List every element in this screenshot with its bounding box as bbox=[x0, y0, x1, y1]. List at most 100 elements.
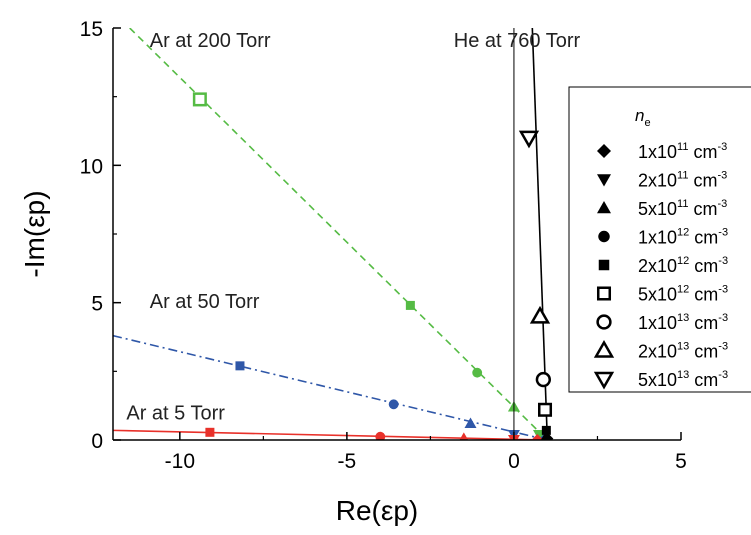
x-axis-label: Re(εp) bbox=[336, 495, 419, 526]
legend-marker bbox=[598, 230, 610, 243]
data-point bbox=[540, 429, 553, 440]
legend-label-exp: 13 bbox=[677, 341, 689, 353]
series-line bbox=[113, 334, 548, 440]
x-tick-label: 5 bbox=[675, 450, 687, 473]
legend-label-unit: cm bbox=[694, 342, 718, 362]
legend-label-unit-exp: -3 bbox=[718, 284, 728, 296]
data-point bbox=[464, 417, 477, 429]
annotation-layer: Ar at 200 Torr Ar at 50 Torr Ar at 5 Torr H… bbox=[126, 30, 580, 424]
legend-label-unit: cm bbox=[693, 199, 717, 219]
series-line bbox=[531, 28, 549, 440]
data-point bbox=[531, 434, 544, 440]
y-tick-label: 0 bbox=[91, 430, 103, 453]
legend-label-base: 5x10 bbox=[638, 285, 677, 305]
annotation-label: Ar at 5 Torr bbox=[126, 402, 225, 424]
data-point bbox=[405, 300, 415, 310]
legend-label: 2x1012 cm-3 bbox=[638, 255, 728, 276]
legend-title-subscript: e bbox=[644, 117, 650, 129]
y-tick-label: 5 bbox=[91, 293, 103, 316]
x-tick-label: 0 bbox=[508, 450, 520, 473]
legend-marker bbox=[596, 314, 612, 330]
legend-entry: 2x1011 cm-3 bbox=[597, 170, 727, 191]
legend-marker bbox=[596, 286, 612, 301]
series-4 bbox=[518, 28, 554, 440]
data-point bbox=[529, 305, 551, 324]
series-line bbox=[113, 429, 548, 440]
legend-title-text: n bbox=[635, 106, 644, 125]
legend-label-unit-exp: -3 bbox=[717, 170, 727, 182]
legend-label: 5x1011 cm-3 bbox=[638, 198, 727, 219]
legend-label-base: 1x10 bbox=[638, 142, 677, 162]
legend-label-exp: 12 bbox=[677, 227, 689, 239]
y-axis-label: -Im(εp) bbox=[19, 190, 50, 277]
legend-entry: 1x1013 cm-3 bbox=[596, 312, 728, 333]
legend-label-unit-exp: -3 bbox=[718, 227, 728, 239]
legend-marker bbox=[597, 201, 611, 214]
legend-label: 2x1011 cm-3 bbox=[638, 170, 727, 191]
axes-layer: -10 -5 0 5 0 5 10 15 Re(εp) -Im(εp) bbox=[19, 18, 687, 526]
legend-label-base: 1x10 bbox=[638, 228, 677, 248]
legend-label-exp: 11 bbox=[677, 170, 688, 182]
x-tick-label: -10 bbox=[165, 450, 195, 473]
legend-label-base: 5x10 bbox=[638, 370, 677, 390]
annotation-label: Ar at 50 Torr bbox=[150, 291, 260, 313]
legend-marker bbox=[593, 339, 615, 358]
data-point bbox=[192, 92, 207, 107]
legend-label-exp: 13 bbox=[677, 369, 689, 381]
legend-label-unit: cm bbox=[694, 256, 718, 276]
data-point bbox=[205, 427, 215, 437]
legend-entry: 2x1013 cm-3 bbox=[593, 339, 728, 362]
legend-label-unit-exp: -3 bbox=[718, 369, 728, 381]
series-3 bbox=[113, 427, 548, 440]
data-point bbox=[518, 130, 540, 149]
legend-marker bbox=[593, 371, 615, 390]
data-point bbox=[375, 431, 386, 440]
legend-label-base: 2x10 bbox=[638, 342, 677, 362]
legend-entry: 5x1013 cm-3 bbox=[593, 369, 728, 390]
legend-label-unit: cm bbox=[694, 313, 718, 333]
legend-label: 1x1012 cm-3 bbox=[638, 227, 728, 248]
data-point bbox=[538, 402, 553, 417]
legend-label-exp: 12 bbox=[677, 284, 689, 296]
annotation-label: Ar at 200 Torr bbox=[150, 30, 271, 52]
legend-label-base: 2x10 bbox=[638, 171, 677, 191]
annotation-label: He at 760 Torr bbox=[454, 30, 581, 52]
legend-label-base: 2x10 bbox=[638, 256, 677, 276]
legend-label-unit: cm bbox=[693, 142, 717, 162]
legend-label: 2x1013 cm-3 bbox=[638, 341, 728, 362]
y-tick-label: 10 bbox=[80, 155, 103, 178]
legend-label-unit-exp: -3 bbox=[718, 341, 728, 353]
legend-label-unit-exp: -3 bbox=[718, 255, 728, 267]
data-point bbox=[541, 425, 551, 435]
legend-entry: 5x1012 cm-3 bbox=[596, 284, 728, 305]
legend-marker bbox=[598, 259, 610, 271]
x-tick-label: -5 bbox=[338, 450, 357, 473]
data-point bbox=[535, 371, 551, 388]
series-layer bbox=[113, 28, 554, 440]
legend-title: ne bbox=[635, 106, 651, 129]
legend-label-exp: 13 bbox=[677, 312, 689, 324]
data-point bbox=[472, 367, 483, 378]
legend-label-unit: cm bbox=[693, 171, 717, 191]
data-point bbox=[388, 399, 399, 410]
legend-label-exp: 11 bbox=[677, 141, 688, 153]
legend-entry: 5x1011 cm-3 bbox=[597, 198, 727, 219]
legend-label: 1x1013 cm-3 bbox=[638, 312, 728, 333]
legend-label: 5x1012 cm-3 bbox=[638, 284, 728, 305]
legend-marker bbox=[597, 144, 611, 158]
y-tick-label: 15 bbox=[80, 18, 103, 41]
legend-label-unit: cm bbox=[694, 285, 718, 305]
data-point bbox=[459, 432, 469, 440]
legend-marker bbox=[597, 174, 611, 187]
legend-label-unit: cm bbox=[694, 370, 718, 390]
legend-entry: 1x1011 cm-3 bbox=[597, 141, 727, 162]
legend-label-unit-exp: -3 bbox=[717, 141, 727, 153]
legend-label-unit: cm bbox=[694, 228, 718, 248]
legend-label-base: 5x10 bbox=[638, 199, 677, 219]
data-point bbox=[235, 361, 245, 371]
legend-label-unit-exp: -3 bbox=[717, 198, 727, 210]
legend-label-unit-exp: -3 bbox=[718, 312, 728, 324]
legend-label-base: 1x10 bbox=[638, 313, 677, 333]
